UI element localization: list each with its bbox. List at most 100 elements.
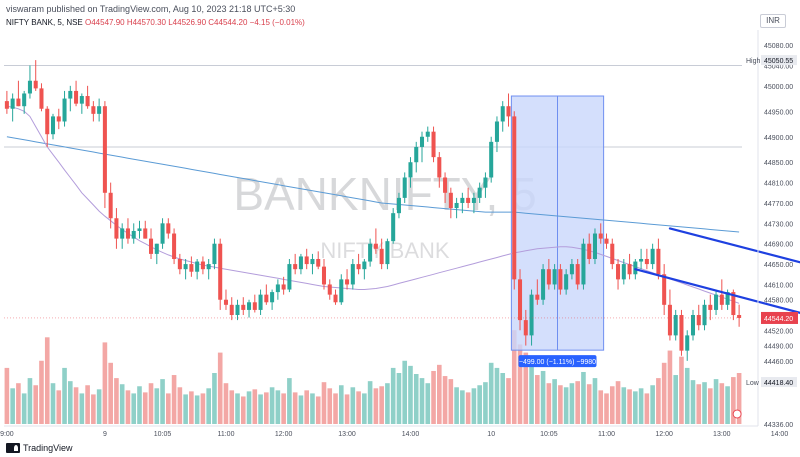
volume-bar: [575, 381, 580, 424]
channel-lower-line: [634, 268, 800, 314]
publish-info: viswaram published on TradingView.com, A…: [6, 4, 296, 14]
volume-bar: [425, 383, 431, 424]
candle-body: [125, 228, 130, 239]
legend-high: H44570.30: [126, 18, 166, 27]
volume-bar: [408, 365, 413, 424]
candle-body: [662, 274, 667, 305]
candle-body: [102, 106, 107, 193]
candle-body: [149, 238, 154, 254]
candle-body: [137, 228, 142, 231]
candle-body: [327, 284, 332, 295]
candle-body: [177, 258, 182, 270]
price-chart[interactable]: BANKNIFTY, 5 NIFTY BANK −499.00 (−1.11%) −…: [0, 0, 800, 441]
volume-bar: [148, 383, 154, 424]
volume-bar: [702, 382, 707, 424]
volume-bar: [546, 383, 552, 424]
candle-body: [212, 243, 217, 265]
candle-body: [419, 136, 425, 147]
candle-body: [598, 233, 603, 239]
candle-body: [546, 269, 551, 285]
candle-body: [345, 279, 350, 285]
candle-body: [685, 335, 690, 351]
candle-body: [68, 90, 73, 99]
tradingview-logo[interactable]: TradingView: [6, 443, 73, 453]
time-tick-label: 10:05: [154, 431, 172, 438]
candle-body: [241, 304, 246, 310]
candle-body: [50, 116, 56, 135]
price-tick-label: 44650.00: [764, 262, 793, 269]
candle-body: [523, 320, 528, 336]
candle-body: [696, 315, 701, 326]
candle-body: [275, 284, 280, 293]
candle-body: [408, 162, 413, 178]
volume-bar: [125, 390, 131, 424]
volume-bar: [281, 393, 286, 424]
tradingview-label: TradingView: [23, 443, 73, 453]
volume-bar: [367, 381, 373, 424]
volume-bar: [679, 356, 684, 424]
volume-bar: [177, 387, 183, 424]
candle-body: [737, 315, 742, 318]
legend-symbol: NIFTY BANK, 5, NSE: [6, 18, 83, 27]
watermark-symbol: BANKNIFTY, 5: [233, 168, 536, 220]
candle-body: [154, 243, 159, 254]
candle-body: [558, 269, 563, 290]
candle-body: [183, 264, 188, 270]
volume-bar: [442, 376, 448, 424]
price-tick-label: 45000.00: [764, 84, 793, 91]
candle-body: [708, 304, 713, 310]
currency-badge[interactable]: INR: [760, 14, 786, 28]
volume-bar: [275, 390, 281, 424]
candle-body: [22, 93, 27, 107]
legend-low: L44526.90: [168, 18, 207, 27]
volume-bar: [223, 383, 229, 424]
volume-bar: [436, 364, 442, 424]
volume-bar: [50, 383, 56, 424]
time-tick-label: 11:00: [217, 431, 234, 438]
time-tick-label: 11:00: [598, 431, 615, 438]
volume-bar: [344, 394, 350, 424]
volume-bar: [252, 389, 258, 424]
candle-body: [200, 261, 205, 270]
last-price-value: 44544.20: [764, 316, 793, 323]
candle-body: [333, 294, 338, 303]
volume-bar: [615, 381, 621, 424]
price-tick-label: 45040.00: [764, 63, 793, 70]
volume-bar: [217, 352, 223, 424]
volume-bar: [171, 375, 177, 424]
candle-body: [362, 261, 367, 270]
volume-bar: [627, 389, 632, 424]
candle-body: [62, 98, 67, 122]
volume-bar: [511, 330, 517, 424]
legend-close: C44544.20: [208, 18, 248, 27]
candle-body: [258, 294, 263, 310]
candle-body: [621, 264, 626, 280]
volume-bar: [731, 377, 736, 424]
candle-body: [350, 264, 355, 285]
candle-body: [293, 264, 298, 270]
volume-bar: [638, 388, 644, 424]
candle-body: [56, 116, 61, 122]
candle-body: [587, 243, 592, 259]
low-value-bg: [761, 377, 797, 388]
volume-bar: [119, 384, 125, 424]
volume-bar: [413, 374, 419, 424]
volume-bar: [85, 385, 90, 424]
time-tick-label: 12:00: [655, 431, 673, 438]
candle-body: [10, 98, 15, 109]
candle-body: [368, 243, 373, 262]
time-tick-label: 12:00: [275, 431, 293, 438]
price-range-label: −499.00 (−1.11%) −9980: [519, 359, 596, 366]
volume-bar: [73, 387, 79, 424]
volume-bar: [96, 389, 102, 424]
candle-body: [535, 294, 540, 300]
candle-body: [218, 243, 223, 300]
candle-body: [650, 248, 655, 265]
candle-body: [512, 116, 517, 280]
volume-bar: [200, 393, 206, 424]
candle-body: [471, 197, 476, 203]
candle-body: [673, 315, 678, 336]
volume-bar: [21, 393, 27, 424]
time-tick-label: 10:05: [540, 431, 558, 438]
candle-body: [454, 202, 459, 209]
